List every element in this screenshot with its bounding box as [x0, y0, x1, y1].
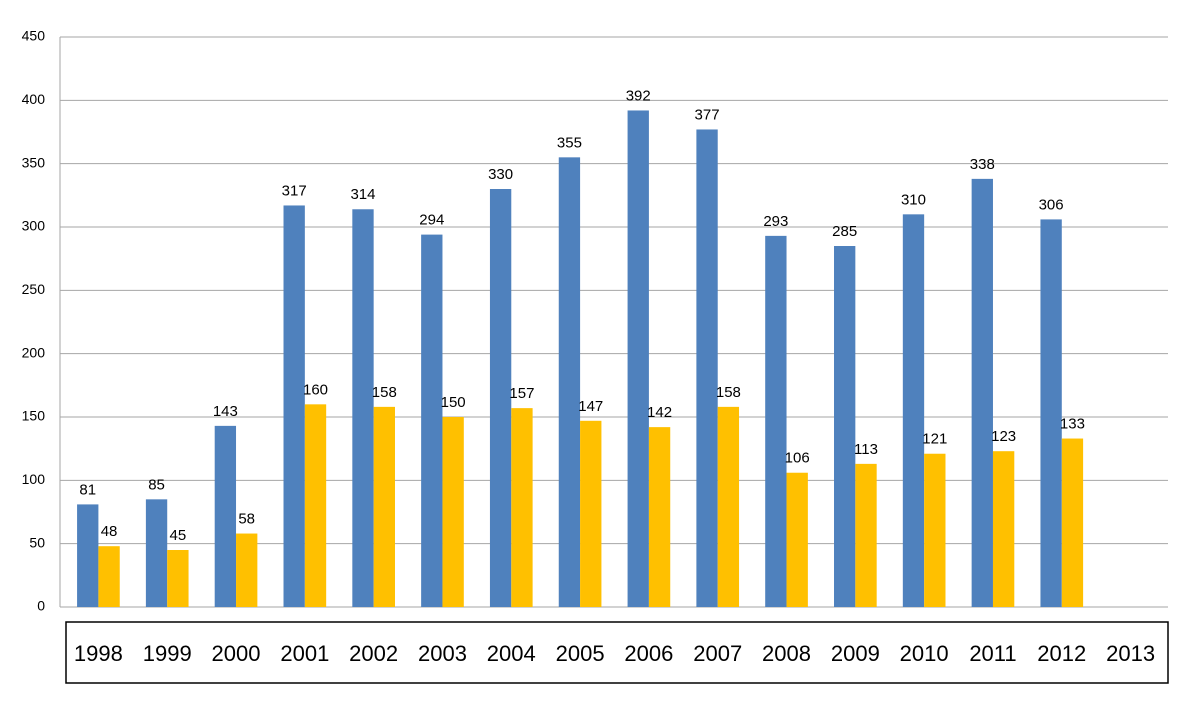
data-label: 48	[101, 523, 118, 540]
data-label: 106	[785, 450, 810, 467]
data-label: 338	[970, 156, 995, 173]
x-tick-label: 2003	[418, 641, 467, 666]
data-label: 293	[763, 213, 788, 230]
x-tick-label: 2002	[349, 641, 398, 666]
x-tick-label: 2007	[693, 641, 742, 666]
data-label: 150	[441, 394, 466, 411]
bar	[992, 451, 1015, 607]
bar	[421, 234, 443, 607]
y-tick-label: 200	[22, 344, 46, 360]
data-label: 294	[419, 212, 444, 229]
y-tick-label: 150	[22, 408, 46, 424]
bar	[855, 463, 877, 607]
data-label: 81	[79, 481, 96, 498]
bar	[971, 178, 993, 607]
x-tick-label: 1998	[74, 641, 123, 666]
data-label: 58	[238, 511, 255, 528]
bar	[1061, 438, 1084, 607]
bar	[98, 546, 120, 607]
bar	[236, 533, 258, 607]
data-label: 355	[557, 134, 582, 151]
x-tick-label: 2008	[762, 641, 811, 666]
data-label: 45	[170, 527, 187, 544]
data-label: 330	[488, 166, 513, 183]
data-label: 392	[626, 87, 651, 104]
data-label: 123	[991, 428, 1016, 445]
category-box	[65, 621, 1169, 684]
data-label: 285	[832, 223, 857, 240]
bar	[304, 404, 327, 607]
bar	[924, 453, 946, 607]
data-label: 121	[922, 431, 947, 448]
data-label: 310	[901, 191, 926, 208]
bar	[648, 427, 671, 607]
y-tick-label: 50	[29, 534, 45, 550]
x-tick-label: 1999	[143, 641, 192, 666]
bar	[717, 406, 740, 607]
bar	[214, 425, 237, 607]
y-tick-label: 400	[22, 91, 46, 107]
bar	[1040, 219, 1062, 607]
data-label: 317	[282, 182, 307, 199]
bar	[442, 417, 464, 607]
x-tick-label: 2004	[487, 641, 536, 666]
x-tick-label: 2006	[624, 641, 673, 666]
bar	[373, 406, 395, 607]
y-tick-label: 0	[37, 598, 45, 614]
bar	[77, 504, 99, 607]
y-tick-label: 250	[22, 281, 46, 297]
data-label: 113	[854, 441, 878, 458]
data-label: 147	[578, 398, 603, 415]
bar	[786, 472, 808, 607]
bar	[834, 246, 856, 607]
y-tick-label: 350	[22, 154, 46, 170]
bar	[580, 420, 602, 607]
data-label: 158	[372, 384, 397, 401]
data-label: 143	[213, 403, 238, 420]
data-label: 85	[148, 476, 165, 493]
data-label: 133	[1060, 416, 1085, 433]
data-label: 314	[350, 186, 375, 203]
x-tick-label: 2001	[280, 641, 329, 666]
y-tick-label: 300	[22, 218, 46, 234]
bar	[511, 408, 533, 607]
x-tick-label: 2005	[556, 641, 605, 666]
data-label: 160	[303, 381, 328, 398]
bar	[489, 189, 512, 607]
bar	[558, 157, 581, 608]
bar	[283, 205, 305, 607]
bar	[145, 499, 168, 607]
x-tick-label: 2009	[831, 641, 880, 666]
bar	[902, 214, 925, 608]
x-tick-label: 2011	[969, 641, 1016, 666]
x-tick-label: 2010	[900, 641, 949, 666]
data-label: 157	[509, 385, 534, 402]
y-tick-label: 450	[22, 28, 46, 44]
bar	[627, 110, 649, 607]
data-label: 158	[716, 384, 741, 401]
x-tick-label: 2013	[1106, 641, 1155, 666]
bar	[167, 550, 189, 607]
data-label: 142	[647, 404, 672, 421]
bar	[352, 209, 374, 607]
bar	[765, 235, 787, 607]
x-tick-label: 2012	[1037, 641, 1086, 666]
bar	[696, 129, 718, 607]
x-tick-label: 2000	[212, 641, 261, 666]
data-label: 306	[1039, 196, 1064, 213]
data-label: 377	[695, 106, 720, 123]
y-tick-label: 100	[22, 471, 46, 487]
